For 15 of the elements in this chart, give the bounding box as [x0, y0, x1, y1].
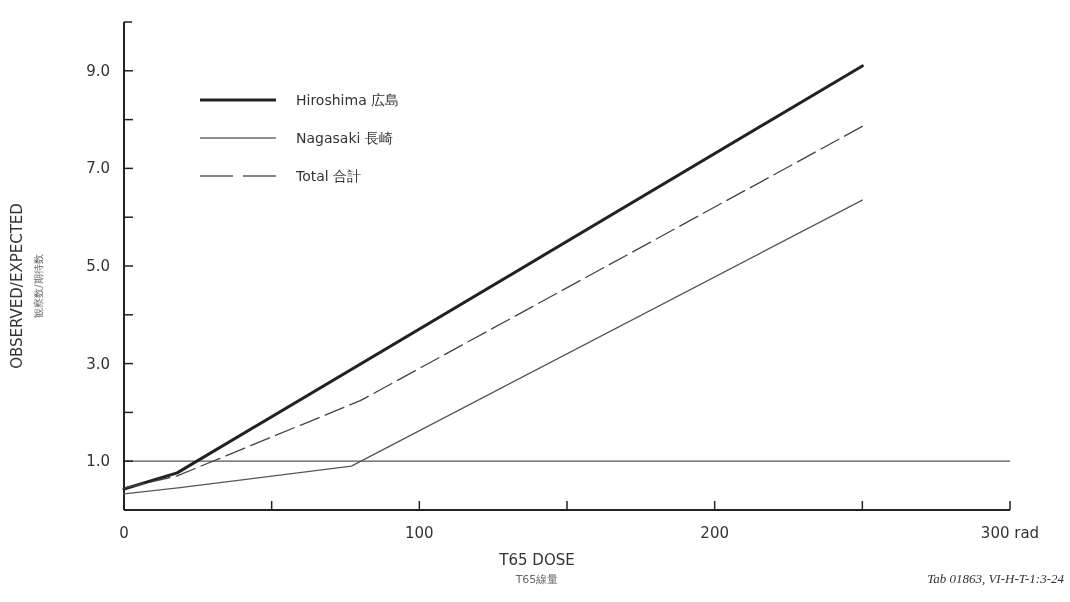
y-tick-label: 9.0 [86, 61, 110, 80]
legend-label: Hiroshima 広島 [296, 92, 400, 108]
x-tick-label: 0 [119, 524, 129, 542]
y-tick-label: 7.0 [86, 159, 110, 178]
y-tick-label: 1.0 [86, 452, 110, 471]
legend-label: Nagasaki 長崎 [296, 130, 393, 146]
x-tick-label: 200 [700, 524, 729, 542]
y-tick-label: 5.0 [86, 257, 110, 275]
x-tick-label: 100 [405, 524, 434, 542]
x-tick-label: 300 rad [980, 524, 1040, 542]
y-tick-label: 3.0 [86, 354, 110, 373]
legend-label: Total 合計 [295, 168, 362, 184]
text: Tab 01863, VI-H-T-1:3-24 [927, 571, 1065, 586]
x-axis-title: T65 DOSE T65線量 [498, 551, 575, 586]
y-axis-title: OBSERVED/EXPECTED 観察数/期待数 [8, 203, 44, 369]
